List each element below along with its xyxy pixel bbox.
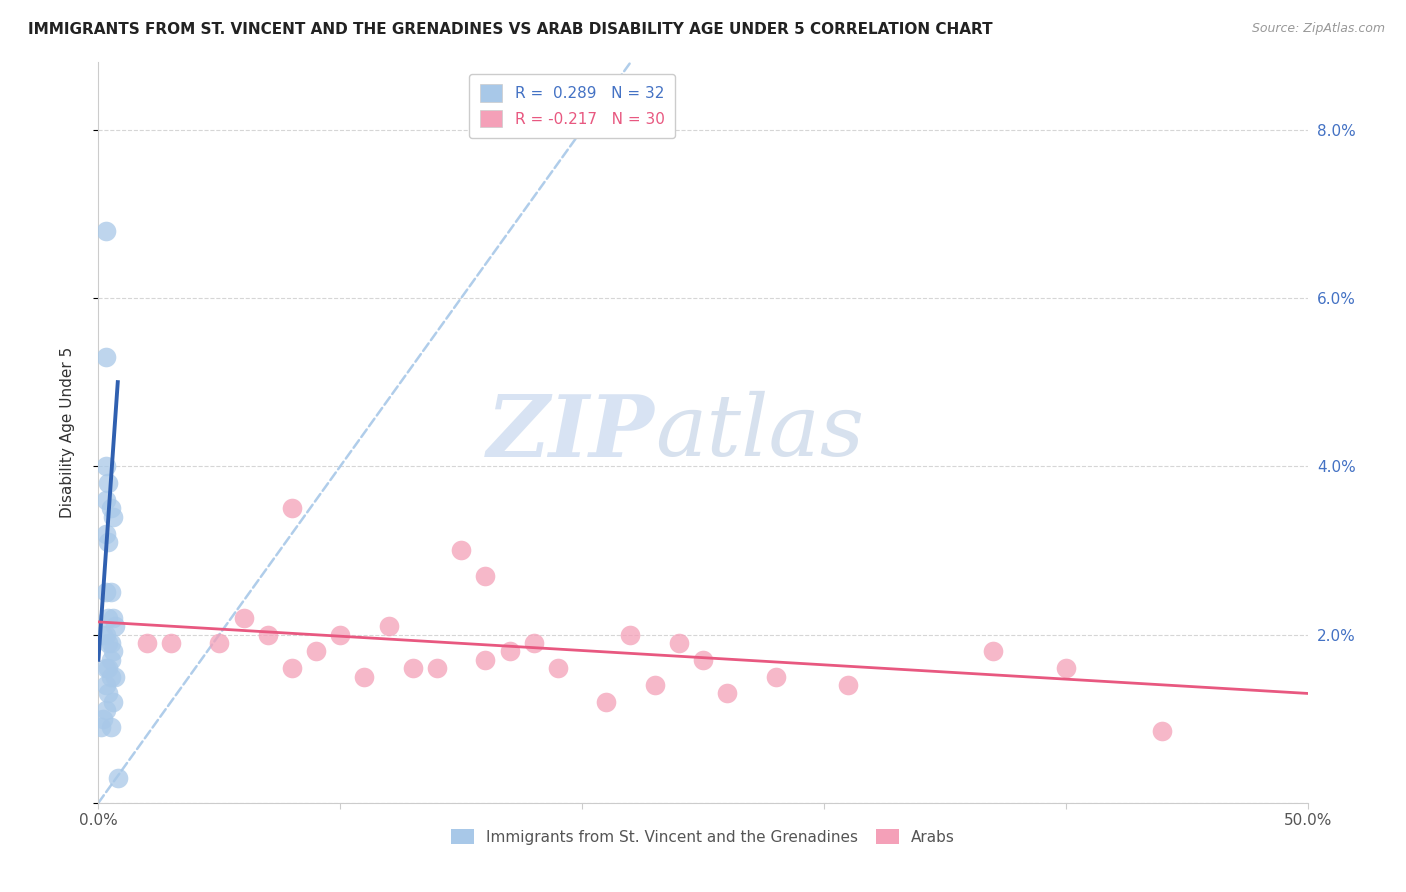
- Point: [101, 644, 124, 658]
- Point: [94, 526, 117, 541]
- Point: [1152, 724, 1174, 739]
- Point: [1054, 661, 1077, 675]
- Point: [644, 678, 666, 692]
- Point: [619, 627, 641, 641]
- Point: [100, 720, 122, 734]
- Point: [104, 619, 127, 633]
- Point: [232, 610, 254, 624]
- Point: [498, 644, 520, 658]
- Point: [547, 661, 569, 675]
- Point: [94, 459, 117, 474]
- Point: [104, 670, 127, 684]
- Point: [91, 627, 114, 641]
- Point: [135, 636, 157, 650]
- Point: [523, 636, 546, 650]
- Point: [97, 636, 120, 650]
- Point: [765, 670, 787, 684]
- Point: [450, 543, 472, 558]
- Text: IMMIGRANTS FROM ST. VINCENT AND THE GRENADINES VS ARAB DISABILITY AGE UNDER 5 CO: IMMIGRANTS FROM ST. VINCENT AND THE GREN…: [28, 22, 993, 37]
- Point: [595, 695, 617, 709]
- Point: [377, 619, 399, 633]
- Point: [353, 670, 375, 684]
- Point: [981, 644, 1004, 658]
- Point: [474, 653, 496, 667]
- Point: [692, 653, 714, 667]
- Point: [94, 678, 117, 692]
- Point: [97, 610, 120, 624]
- Point: [101, 610, 124, 624]
- Point: [97, 535, 120, 549]
- Point: [97, 661, 120, 675]
- Point: [837, 678, 859, 692]
- Point: [107, 771, 129, 785]
- Point: [94, 703, 117, 717]
- Point: [716, 686, 738, 700]
- Point: [402, 661, 425, 675]
- Point: [100, 585, 122, 599]
- Point: [329, 627, 352, 641]
- Point: [101, 509, 124, 524]
- Point: [256, 627, 278, 641]
- Point: [94, 585, 117, 599]
- Point: [100, 501, 122, 516]
- Y-axis label: Disability Age Under 5: Disability Age Under 5: [60, 347, 75, 518]
- Point: [100, 653, 122, 667]
- Point: [94, 224, 117, 238]
- Point: [305, 644, 328, 658]
- Point: [90, 720, 112, 734]
- Point: [94, 627, 117, 641]
- Point: [94, 492, 117, 507]
- Point: [474, 568, 496, 582]
- Point: [97, 476, 120, 491]
- Point: [281, 501, 304, 516]
- Point: [97, 686, 120, 700]
- Point: [91, 712, 114, 726]
- Point: [94, 661, 117, 675]
- Point: [100, 670, 122, 684]
- Text: atlas: atlas: [655, 392, 863, 474]
- Point: [101, 695, 124, 709]
- Point: [208, 636, 231, 650]
- Point: [668, 636, 690, 650]
- Text: Source: ZipAtlas.com: Source: ZipAtlas.com: [1251, 22, 1385, 36]
- Point: [426, 661, 449, 675]
- Point: [100, 636, 122, 650]
- Point: [160, 636, 183, 650]
- Text: ZIP: ZIP: [486, 391, 655, 475]
- Legend: Immigrants from St. Vincent and the Grenadines, Arabs: Immigrants from St. Vincent and the Gren…: [444, 822, 962, 851]
- Point: [281, 661, 304, 675]
- Point: [94, 350, 117, 364]
